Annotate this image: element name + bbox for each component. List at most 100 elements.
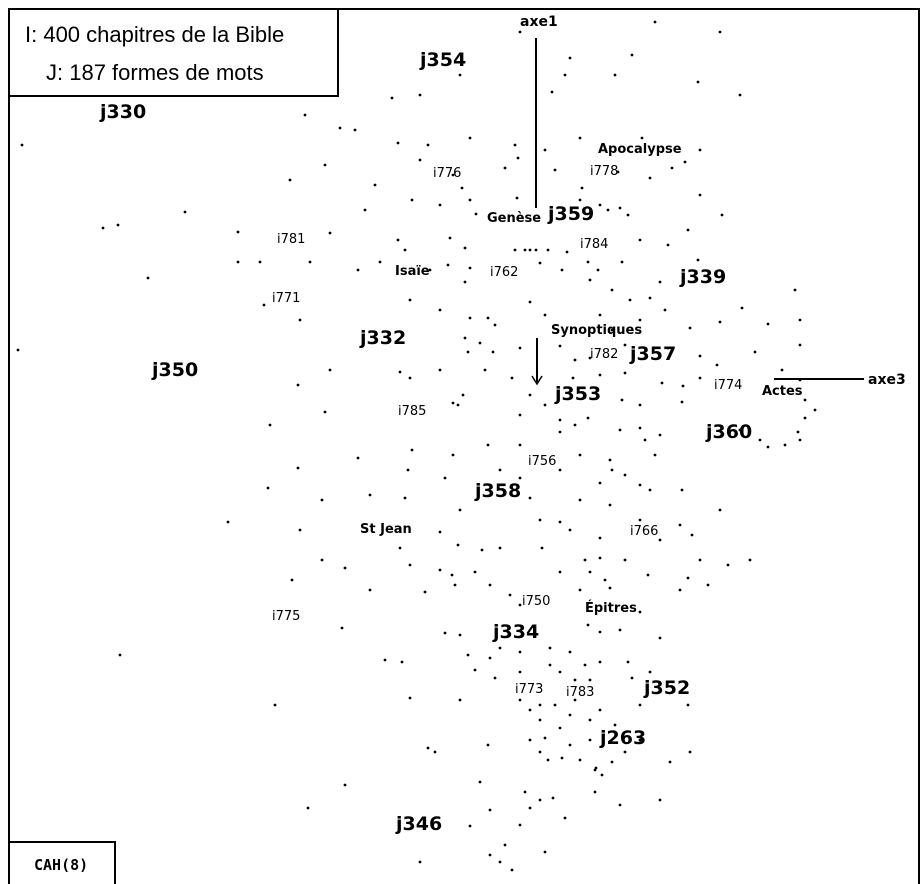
data-point [488, 583, 492, 587]
word-label: j330 [99, 101, 146, 123]
data-point [438, 308, 442, 312]
word-label: j353 [554, 383, 601, 405]
data-point [683, 160, 687, 164]
data-point [438, 203, 442, 207]
cah-badge: CAH(8) [8, 841, 116, 884]
data-point [528, 393, 532, 397]
data-point [518, 413, 522, 417]
data-point [553, 703, 557, 707]
word-label: j346 [395, 813, 442, 835]
labels-layer: j354 j330 j359 j339 j332 j357 j350 j353 j360 j358… [99, 49, 803, 835]
data-point [518, 698, 522, 702]
data-point [516, 156, 520, 160]
data-point [658, 798, 662, 802]
data-point [488, 853, 492, 857]
data-point [400, 660, 404, 664]
data-point [648, 670, 652, 674]
data-point [698, 558, 702, 562]
data-point [643, 438, 647, 442]
data-point [598, 373, 602, 377]
data-point [503, 843, 507, 847]
chapter-label: i756 [528, 454, 556, 469]
data-point [626, 660, 630, 664]
data-point [558, 468, 562, 472]
data-point [798, 438, 802, 442]
data-point [451, 453, 455, 457]
chapter-label: i783 [566, 685, 594, 700]
data-point [588, 718, 592, 722]
data-point [468, 136, 472, 140]
data-point [586, 623, 590, 627]
data-point [718, 508, 722, 512]
data-point [418, 158, 422, 162]
axe3-label: axe3 [868, 372, 906, 388]
data-point [698, 376, 702, 380]
data-point [603, 578, 607, 582]
data-point [573, 423, 577, 427]
word-label: j334 [492, 621, 539, 643]
data-point [426, 746, 430, 750]
data-point [648, 176, 652, 180]
data-point [323, 163, 327, 167]
data-point [451, 401, 455, 405]
data-point [480, 548, 484, 552]
data-point [308, 260, 312, 264]
data-point [658, 280, 662, 284]
data-point [766, 445, 770, 449]
data-point [780, 368, 784, 372]
chapter-label: i773 [515, 682, 543, 697]
data-point [478, 780, 482, 784]
data-point [798, 318, 802, 322]
data-point [670, 166, 674, 170]
data-point [588, 570, 592, 574]
data-point [426, 143, 430, 147]
data-point [528, 708, 532, 712]
data-point [553, 168, 557, 172]
data-point [588, 278, 592, 282]
data-point [623, 343, 627, 347]
data-point [616, 170, 620, 174]
data-point [598, 203, 602, 207]
data-point [443, 476, 447, 480]
info-box: I: 400 chapitres de la Bible J: 187 form… [8, 8, 339, 97]
data-point [726, 563, 730, 567]
data-point [550, 90, 554, 94]
data-point [538, 750, 542, 754]
data-point [303, 113, 307, 117]
chapter-label: i771 [272, 291, 300, 306]
data-point [118, 653, 122, 657]
data-point [578, 498, 582, 502]
data-point [638, 738, 642, 742]
data-point [666, 346, 670, 350]
data-point [486, 743, 490, 747]
data-point [766, 322, 770, 326]
data-point [396, 141, 400, 145]
data-point [446, 263, 450, 267]
data-point [518, 346, 522, 350]
data-point [658, 433, 662, 437]
data-point [560, 268, 564, 272]
data-point [183, 210, 187, 214]
data-point [690, 533, 694, 537]
data-point [558, 520, 562, 524]
data-point [448, 236, 452, 240]
data-point [320, 558, 324, 562]
data-point [288, 178, 292, 182]
data-point [618, 628, 622, 632]
data-point [328, 231, 332, 235]
data-point [433, 750, 437, 754]
data-point [610, 288, 614, 292]
data-point [648, 488, 652, 492]
group-label: Actes [762, 384, 803, 399]
data-point [638, 238, 642, 242]
word-label: j339 [679, 266, 726, 288]
data-point [513, 143, 517, 147]
data-point [626, 213, 630, 217]
data-point [534, 248, 538, 252]
data-point [618, 428, 622, 432]
data-point [618, 206, 622, 210]
data-point [466, 653, 470, 657]
data-point [343, 566, 347, 570]
data-point [718, 30, 722, 34]
